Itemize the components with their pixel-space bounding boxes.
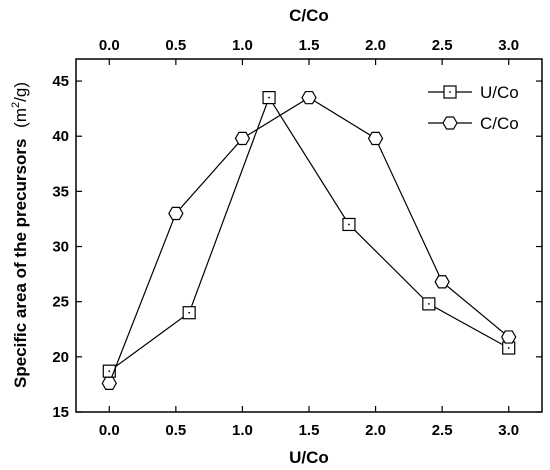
series-line-u-co [108, 96, 510, 372]
x-tick-label-3: 1.5 [299, 422, 320, 439]
data-point-u-co-2 [262, 91, 276, 105]
x2-tick-label-1: 0.5 [165, 37, 186, 54]
y-tick-label-3: 30 [52, 239, 69, 256]
series-line-c-co [108, 96, 510, 384]
x2-tick-label-0: 0.0 [99, 37, 120, 54]
legend-item-u-co: U/Co [428, 83, 519, 102]
y-axis-title-unit-sup: 2 [10, 102, 22, 108]
y-tick-label-0: 15 [52, 404, 69, 421]
tick-marks [76, 59, 542, 413]
y-tick-label-5: 40 [52, 128, 69, 145]
legend-label-c-co: C/Co [480, 114, 519, 133]
x-tick-label-5: 2.5 [432, 422, 453, 439]
data-point-c-co-4 [367, 131, 384, 146]
x2-tick-label-4: 2.0 [365, 37, 386, 54]
y-tick-label-4: 35 [52, 183, 69, 200]
data-point-c-co-1 [168, 206, 184, 221]
x2-tick-label-2: 1.0 [232, 37, 253, 54]
x2-tick-label-5: 2.5 [432, 37, 453, 54]
y-axis-title-unit-close: /g) [11, 82, 30, 102]
data-point-c-co-5 [434, 275, 450, 289]
legend-label-u-co: U/Co [480, 83, 519, 102]
y-axis-title: Specific area of the precursors (m2/g) [10, 82, 30, 388]
series-c-co [101, 90, 517, 390]
data-point-u-co-5 [502, 341, 516, 355]
data-point-c-co-3 [301, 90, 317, 105]
y-axis-title-unit-open: (m [11, 108, 30, 128]
legend: U/Co C/Co [428, 83, 519, 133]
y-axis-title-main: Specific area of the precursors [11, 139, 30, 388]
data-point-u-co-1 [182, 306, 196, 320]
x-tick-label-0: 0.0 [99, 422, 120, 439]
plot-frame [75, 58, 543, 413]
x-tick-label-6: 3.0 [498, 422, 519, 439]
x2-axis-title: C/Co [289, 6, 329, 25]
x2-tick-label-3: 1.5 [299, 37, 320, 54]
y-tick-label-1: 20 [52, 349, 69, 366]
y-tick-label-6: 45 [52, 73, 69, 90]
x-tick-label-1: 0.5 [165, 422, 186, 439]
data-point-c-co-0 [101, 376, 117, 390]
data-point-u-co-3 [342, 217, 356, 232]
data-point-u-co-4 [422, 297, 436, 311]
series-u-co [102, 91, 516, 378]
legend-marker-square-dot [449, 91, 451, 93]
legend-item-c-co: C/Co [428, 114, 519, 133]
x2-tick-label-6: 3.0 [498, 37, 519, 54]
x-tick-label-2: 1.0 [232, 422, 253, 439]
data-point-c-co-2 [234, 131, 251, 146]
data-point-c-co-6 [501, 330, 517, 344]
tick-labels: 0.0 0.5 1.0 1.5 2.0 2.5 3.0 0.0 0.5 1.0 1.5 2.0 2.5 3… [52, 37, 519, 439]
x-tick-label-4: 2.0 [365, 422, 386, 439]
x-axis-title: U/Co [289, 448, 329, 467]
series-layer [101, 90, 517, 390]
legend-marker-hexagon [442, 116, 458, 130]
y-tick-label-2: 25 [52, 294, 69, 311]
